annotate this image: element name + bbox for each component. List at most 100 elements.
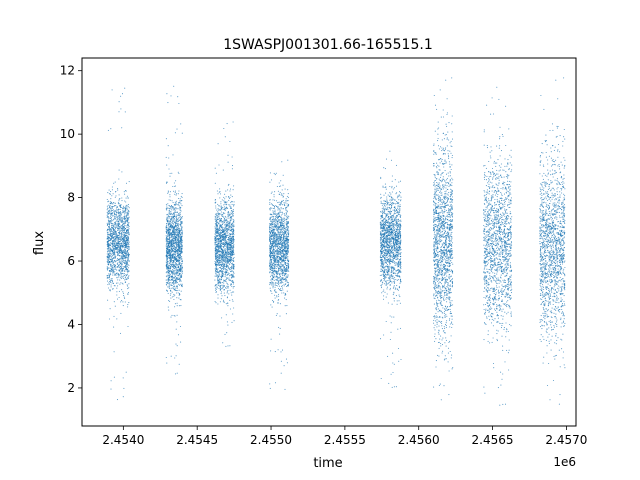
data-point [219, 220, 221, 222]
data-point [111, 245, 113, 248]
data-point [174, 209, 176, 211]
data-point [227, 252, 229, 254]
data-point [177, 256, 179, 258]
data-point [106, 275, 108, 277]
data-point [121, 300, 123, 302]
data-point [128, 275, 130, 277]
data-point [110, 279, 113, 281]
data-point [127, 230, 129, 232]
data-point [228, 243, 230, 245]
data-point [217, 143, 219, 145]
data-point [112, 264, 115, 266]
data-point [169, 265, 171, 267]
data-point [126, 273, 128, 275]
data-point [169, 279, 171, 281]
data-point [231, 196, 233, 198]
data-point [232, 271, 235, 273]
data-point [231, 240, 233, 243]
data-point [226, 332, 228, 334]
data-point [114, 217, 117, 219]
data-point [113, 240, 115, 242]
data-point [281, 220, 283, 222]
data-point [110, 210, 112, 212]
data-point [165, 240, 167, 242]
data-point [177, 220, 179, 222]
data-point [228, 226, 231, 228]
data-point [228, 253, 230, 255]
data-point [124, 251, 126, 253]
data-point [230, 206, 232, 208]
data-point [109, 260, 111, 262]
data-point [226, 264, 228, 266]
data-point [170, 264, 172, 266]
data-point [166, 242, 168, 244]
data-point [117, 245, 119, 247]
data-point [120, 214, 122, 216]
data-point [175, 243, 177, 245]
data-point [118, 203, 120, 205]
data-point [220, 242, 222, 244]
data-point [178, 280, 181, 282]
data-point [231, 213, 233, 215]
data-point [110, 257, 113, 259]
data-point [181, 236, 183, 238]
data-point [175, 279, 178, 281]
data-point [225, 223, 227, 225]
data-point [174, 233, 176, 235]
data-point [176, 279, 179, 281]
data-point [166, 220, 168, 222]
data-point [181, 272, 183, 274]
data-point [118, 229, 120, 232]
data-point [124, 281, 126, 283]
data-point [172, 272, 174, 274]
data-point [177, 219, 179, 221]
data-point [179, 258, 181, 260]
data-point [224, 247, 226, 250]
data-point [232, 213, 234, 215]
data-point [226, 292, 228, 294]
data-point [166, 213, 168, 215]
data-point [108, 275, 110, 277]
data-point [217, 213, 219, 215]
data-point [110, 191, 112, 193]
data-point [171, 272, 173, 274]
data-point [126, 266, 128, 268]
data-point [123, 245, 125, 247]
data-point [121, 221, 123, 223]
data-point [227, 286, 229, 288]
data-point [120, 266, 122, 268]
data-point [121, 212, 123, 214]
data-point [176, 290, 178, 292]
data-point [228, 233, 230, 235]
data-point [169, 275, 171, 277]
data-point [233, 225, 235, 227]
data-point [173, 220, 175, 222]
data-point [110, 267, 112, 270]
data-point [232, 265, 234, 267]
data-point [176, 305, 178, 307]
data-point [111, 215, 114, 217]
data-point [175, 328, 177, 330]
data-point [226, 285, 228, 287]
data-point [125, 190, 127, 192]
data-point [216, 217, 218, 219]
data-point [233, 241, 235, 243]
data-point [217, 254, 219, 256]
data-point [170, 250, 172, 252]
data-point [127, 304, 129, 306]
data-point [115, 260, 117, 262]
data-point [226, 260, 228, 262]
data-point [166, 268, 168, 270]
data-point [273, 210, 275, 213]
data-point [214, 182, 216, 184]
data-point [231, 270, 233, 272]
data-point [168, 199, 170, 201]
data-point [168, 229, 171, 231]
data-point [230, 269, 232, 271]
data-point [117, 259, 120, 261]
data-point [107, 299, 109, 301]
data-point [122, 219, 124, 221]
data-point [109, 204, 111, 207]
data-point [169, 254, 171, 256]
data-point [228, 273, 230, 275]
